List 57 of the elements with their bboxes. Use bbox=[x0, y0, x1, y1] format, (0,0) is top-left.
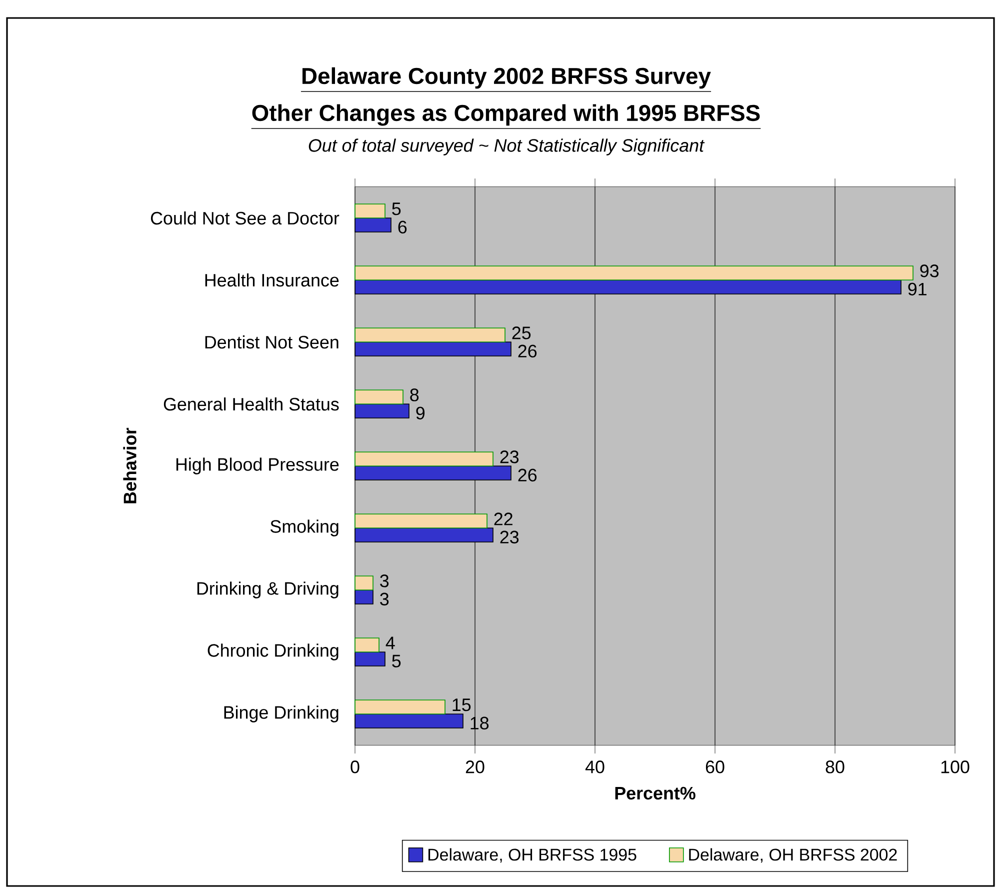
y-tick-label: Dentist Not Seen bbox=[205, 335, 338, 349]
x-tick-label: 0 bbox=[350, 760, 360, 774]
data-label: 25 bbox=[512, 326, 531, 340]
data-label: 3 bbox=[380, 574, 389, 588]
chart-title: Delaware County 2002 BRFSS Survey bbox=[302, 67, 711, 89]
data-label: 8 bbox=[410, 388, 419, 402]
y-tick-label: Health Insurance bbox=[205, 273, 339, 287]
bar bbox=[354, 266, 914, 280]
data-label: 5 bbox=[392, 202, 401, 216]
y-tick-label: Could Not See a Doctor bbox=[150, 211, 340, 225]
x-tick-label: 40 bbox=[585, 760, 604, 774]
bar bbox=[354, 404, 410, 418]
bar bbox=[354, 652, 386, 666]
y-tick-label: General Health Status bbox=[164, 397, 339, 411]
data-label: 3 bbox=[380, 592, 389, 606]
bar bbox=[354, 714, 464, 728]
bar bbox=[354, 590, 374, 604]
data-label: 22 bbox=[494, 512, 512, 526]
chart-subtitle: Other Changes as Compared with 1995 BRFSS bbox=[252, 104, 760, 126]
data-label: 23 bbox=[500, 450, 519, 464]
data-label: 6 bbox=[398, 220, 407, 234]
data-label: 93 bbox=[920, 264, 939, 278]
bar bbox=[354, 342, 512, 356]
bar bbox=[354, 576, 374, 590]
data-label: 91 bbox=[908, 282, 926, 296]
data-label: 15 bbox=[452, 698, 471, 712]
x-axis-title: Percent% bbox=[615, 786, 696, 800]
x-tick-label: 20 bbox=[466, 760, 484, 774]
data-label: 23 bbox=[500, 530, 519, 544]
data-label: 26 bbox=[518, 344, 537, 358]
bar bbox=[354, 528, 494, 542]
bar bbox=[354, 638, 380, 652]
x-tick-label: 60 bbox=[706, 760, 724, 774]
bar bbox=[354, 218, 392, 232]
bar bbox=[354, 280, 902, 294]
data-label: 4 bbox=[386, 636, 395, 650]
y-tick-label: Chronic Drinking bbox=[208, 644, 338, 660]
bar bbox=[354, 328, 506, 342]
legend-label: Delaware, OH BRFSS 1995 bbox=[428, 848, 636, 863]
bar bbox=[354, 514, 488, 528]
x-tick-label: 80 bbox=[826, 760, 844, 774]
y-tick-label: High Blood Pressure bbox=[176, 458, 339, 474]
bar bbox=[354, 204, 386, 218]
y-tick-label: Smoking bbox=[270, 520, 338, 536]
bar bbox=[354, 452, 494, 466]
legend-label: Delaware, OH BRFSS 2002 bbox=[689, 848, 897, 863]
bar bbox=[354, 390, 404, 404]
y-tick-label: Drinking & Driving bbox=[197, 582, 338, 598]
data-label: 9 bbox=[416, 406, 425, 420]
y-axis-title: Behavior bbox=[123, 428, 136, 504]
y-tick-label: Binge Drinking bbox=[224, 706, 338, 722]
bar bbox=[354, 466, 512, 480]
data-label: 5 bbox=[392, 654, 401, 668]
x-tick-label: 100 bbox=[941, 760, 970, 774]
bar bbox=[354, 700, 446, 714]
data-label: 26 bbox=[518, 468, 537, 482]
text: Out of total surveyed ~ Not Statistically Significant bbox=[308, 138, 705, 156]
